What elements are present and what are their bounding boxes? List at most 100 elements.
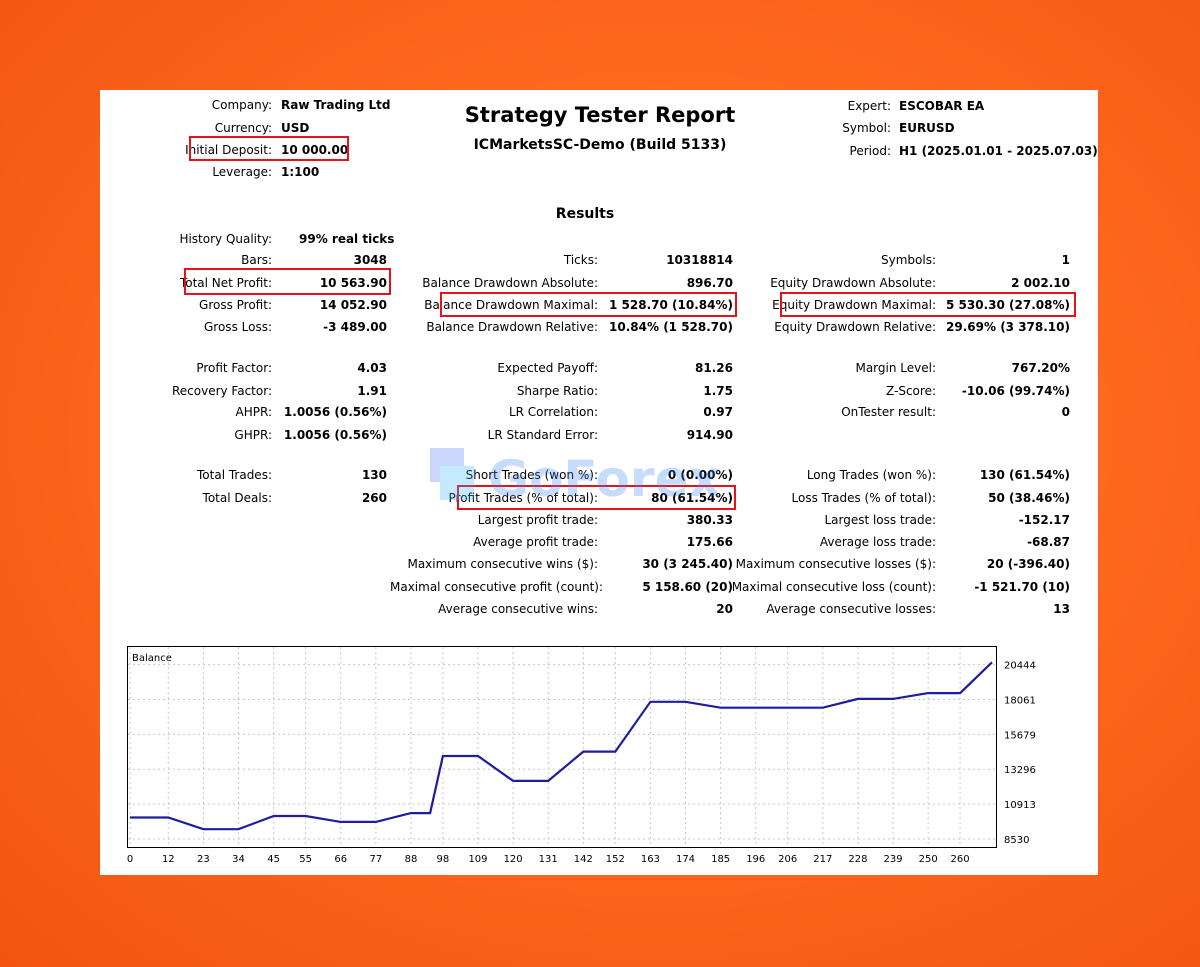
watermark-logo-mark [430, 448, 464, 482]
profit-trades-of-total-value: 80 (61.54%) [651, 491, 733, 505]
total-deals-label: Total Deals: [202, 491, 272, 505]
gross-profit-label: Gross Profit: [199, 298, 272, 312]
x-axis: 0 12 23 34 45 55 66 77 88 98 109 120 131 142 152 163 174… [127, 854, 970, 865]
largest-profit-trade-label: Largest profit trade: [477, 513, 598, 527]
loss-trades-of-total-value: 50 (38.46%) [988, 491, 1070, 505]
ontester-result-value: 0 [1061, 405, 1070, 419]
balance-drawdown-relative-label: Balance Drawdown Relative: [426, 320, 598, 334]
x-tick-label: 55 [299, 854, 312, 865]
equity-drawdown-absolute-label: Equity Drawdown Absolute: [770, 276, 936, 290]
x-tick-label: 174 [676, 854, 695, 865]
x-tick-label: 163 [641, 854, 660, 865]
initial-deposit-label: Initial Deposit: [185, 143, 272, 157]
balance-drawdown-maximal-label: Balance Drawdown Maximal: [424, 298, 598, 312]
expert-label: Expert: [847, 99, 891, 113]
maximum-consecutive-losses-value: 20 (-396.40) [986, 557, 1070, 571]
highlight-balance-drawdown-maximal [440, 292, 737, 317]
goforex-watermark: GoForex [430, 448, 721, 508]
sharpe-ratio-label: Sharpe Ratio: [516, 384, 598, 398]
equity-drawdown-relative-value: 29.69% (3 378.10) [946, 320, 1070, 334]
z-score-label: Z-Score: [886, 384, 936, 398]
equity-drawdown-absolute-value: 2 002.10 [1011, 276, 1070, 290]
profit-trades-of-total-label: Profit Trades (% of total): [448, 491, 598, 505]
recovery-factor-label: Recovery Factor: [171, 384, 272, 398]
x-tick-label: 185 [711, 854, 730, 865]
server-build: ICMarketsSC-Demo (Build 5133) [473, 137, 727, 153]
history-quality-value: 99% real ticks [299, 232, 395, 246]
lr-standard-error-value: 914.90 [686, 428, 733, 442]
bars-label: Bars: [241, 253, 272, 267]
expected-payoff-label: Expected Payoff: [497, 361, 598, 375]
profit-factor-label: Profit Factor: [196, 361, 272, 375]
x-tick-label: 34 [232, 854, 245, 865]
report-title: Strategy Tester Report [464, 103, 736, 127]
maximal-consecutive-profit-count-value: 5 158.60 (20) [642, 580, 733, 594]
company-value: Raw Trading Ltd [281, 98, 391, 112]
recovery-factor-value: 1.91 [357, 384, 387, 398]
x-tick-label: 23 [197, 854, 210, 865]
symbol-value: EURUSD [899, 121, 955, 135]
maximum-consecutive-wins-label: Maximum consecutive wins ($): [407, 557, 598, 571]
company-label: Company: [211, 98, 272, 112]
balance-drawdown-absolute-label: Balance Drawdown Absolute: [422, 276, 598, 290]
ahpr-value: 1.0056 (0.56%) [283, 405, 387, 419]
y-axis: 20444 18061 15679 13296 10913 8530 [1004, 661, 1036, 846]
watermark-logo-mark-2 [440, 466, 474, 500]
x-tick-label: 0 [127, 854, 133, 865]
currency-value: USD [281, 121, 310, 135]
maximum-consecutive-wins-value: 30 (3 245.40) [642, 557, 733, 571]
history-quality-label: History Quality: [179, 232, 272, 246]
x-tick-label: 120 [504, 854, 523, 865]
x-tick-label: 250 [919, 854, 938, 865]
y-tick-label: 18061 [1004, 695, 1036, 706]
highlight-initial-deposit [189, 136, 349, 161]
symbol-label: Symbol: [842, 121, 891, 135]
symbols-value: 1 [1061, 253, 1070, 267]
results-heading: Results [555, 206, 615, 222]
y-tick-label: 13296 [1004, 765, 1036, 776]
average-consecutive-losses-value: 13 [1053, 602, 1070, 616]
x-tick-label: 217 [813, 854, 832, 865]
x-tick-label: 196 [746, 854, 765, 865]
currency-label: Currency: [214, 121, 272, 135]
average-loss-trade-label: Average loss trade: [819, 535, 936, 549]
watermark-text: GoForex [488, 450, 721, 508]
average-consecutive-wins-label: Average consecutive wins: [438, 602, 598, 616]
strategy-tester-report: Company: Raw Trading Ltd Currency: USD Initi… [100, 90, 1098, 875]
x-tick-label: 206 [778, 854, 797, 865]
balance-drawdown-relative-value: 10.84% (1 528.70) [609, 320, 733, 334]
lr-correlation-value: 0.97 [703, 405, 733, 419]
balance-drawdown-absolute-value: 896.70 [686, 276, 733, 290]
bars-value: 3048 [353, 253, 387, 267]
long-trades-won-label: Long Trades (won %): [806, 468, 936, 482]
ghpr-value: 1.0056 (0.56%) [283, 428, 387, 442]
profit-factor-value: 4.03 [357, 361, 387, 375]
y-tick-label: 15679 [1004, 730, 1036, 741]
ahpr-label: AHPR: [235, 405, 272, 419]
leverage-value: 1:100 [281, 165, 320, 179]
balance-chart-svg: Balance [128, 647, 996, 847]
equity-drawdown-maximal-label: Equity Drawdown Maximal: [772, 298, 936, 312]
total-net-profit-value: 10 563.90 [319, 276, 387, 290]
largest-loss-trade-value: -152.17 [1018, 513, 1070, 527]
long-trades-won-value: 130 (61.54%) [979, 468, 1070, 482]
balance-drawdown-maximal-value: 1 528.70 (10.84%) [609, 298, 733, 312]
margin-level-label: Margin Level: [855, 361, 936, 375]
gross-profit-value: 14 052.90 [319, 298, 387, 312]
chart-title: Balance [132, 653, 172, 664]
y-tick-label: 10913 [1004, 800, 1036, 811]
period-value: H1 (2025.01.01 - 2025.07.03) [899, 144, 1098, 158]
total-net-profit-label: Total Net Profit: [179, 276, 272, 290]
equity-drawdown-maximal-value: 5 530.30 (27.08%) [946, 298, 1070, 312]
balance-line [130, 661, 993, 831]
ticks-value: 10318814 [666, 253, 733, 267]
lr-correlation-label: LR Correlation: [508, 405, 598, 419]
x-tick-label: 77 [369, 854, 382, 865]
average-loss-trade-value: -68.87 [1027, 535, 1070, 549]
x-tick-label: 260 [951, 854, 970, 865]
x-tick-label: 45 [267, 854, 280, 865]
y-tick-label: 20444 [1004, 661, 1036, 672]
maximal-consecutive-loss-count-label: Maximal consecutive loss (count): [731, 580, 936, 594]
symbols-label: Symbols: [881, 253, 936, 267]
x-tick-label: 228 [848, 854, 867, 865]
